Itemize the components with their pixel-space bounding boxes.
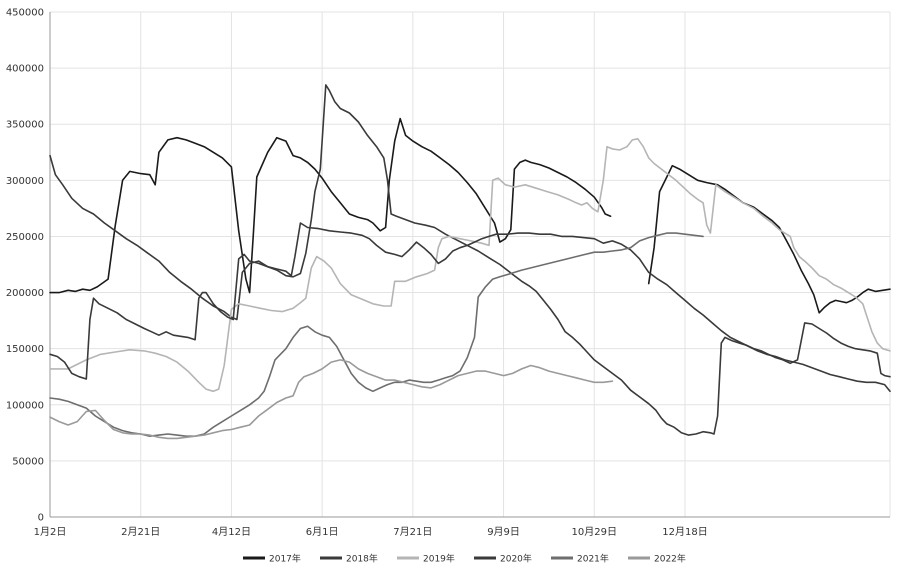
y-tick-label: 100000: [6, 400, 44, 411]
y-tick-label: 400000: [6, 64, 44, 75]
y-tick-label: 0: [38, 513, 44, 524]
legend-label: 2019年: [423, 553, 455, 565]
y-tick-label: 200000: [6, 288, 44, 299]
y-tick-label: 300000: [6, 176, 44, 187]
axes: 0 50000 100000 150000 200000 250000 300000 3500…: [6, 8, 890, 538]
x-tick-label: 1月2日: [34, 526, 67, 538]
series-lines: [49, 84, 891, 440]
grid: [49, 11, 891, 518]
legend-label: 2017年: [269, 553, 301, 565]
y-tick-label: 350000: [6, 120, 44, 131]
series-line-5: [49, 232, 704, 437]
legend-label: 2022年: [654, 553, 686, 565]
legend-label: 2020年: [500, 553, 532, 565]
y-tick-label: 150000: [6, 344, 44, 355]
y-tick-label: 450000: [6, 8, 44, 19]
series-line-0: [49, 117, 612, 294]
series-line-3: [49, 138, 891, 393]
series-line-4: [49, 222, 891, 393]
x-tick-label: 7月21日: [393, 526, 432, 538]
legend: 2017年 2018年 2019年 2020年 2021年 2022年: [243, 553, 686, 565]
y-tick-label: 250000: [6, 232, 44, 243]
x-tick-label: 9月9日: [487, 526, 520, 538]
y-tick-label: 50000: [12, 456, 44, 467]
x-tick-label: 4月12日: [212, 526, 251, 538]
x-tick-label: 2月21日: [121, 526, 160, 538]
legend-label: 2021年: [577, 553, 609, 565]
x-tick-label: 12月18日: [662, 526, 707, 538]
series-line-6: [49, 359, 614, 440]
x-tick-label: 6月1日: [306, 526, 339, 538]
x-tick-label: 10月29日: [572, 526, 617, 538]
series-line-1: [647, 164, 891, 314]
legend-label: 2018年: [346, 553, 378, 565]
